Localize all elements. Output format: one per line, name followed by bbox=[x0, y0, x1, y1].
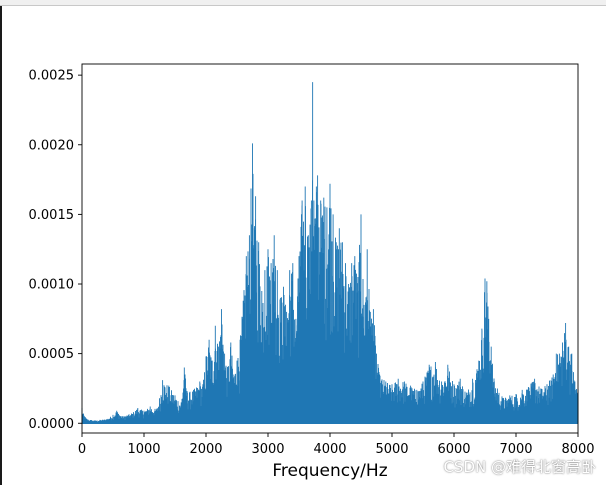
y-tick-label: 0.0025 bbox=[29, 69, 75, 84]
y-tick-label: 0.0010 bbox=[29, 278, 75, 293]
y-tick-label: 0.0015 bbox=[29, 208, 75, 223]
csdn-watermark: CSDN @难得北窗高卧 bbox=[443, 458, 596, 476]
x-tick-label: 2000 bbox=[189, 442, 222, 457]
x-tick-label: 5000 bbox=[375, 442, 408, 457]
x-tick-label: 3000 bbox=[251, 442, 284, 457]
x-tick-label: 8000 bbox=[561, 442, 594, 457]
x-tick-label: 6000 bbox=[437, 442, 470, 457]
y-tick-label: 0.0020 bbox=[29, 138, 75, 153]
x-tick-label: 0 bbox=[78, 442, 86, 457]
y-tick-label: 0.0000 bbox=[29, 417, 75, 432]
window-left-border bbox=[0, 6, 2, 485]
y-axis-ticks: 0.0000 0.0005 0.0010 0.0015 0.0020 0.0025 bbox=[29, 69, 82, 432]
spectrum-line bbox=[81, 82, 579, 424]
x-tick-label: 4000 bbox=[313, 442, 346, 457]
x-tick-label: 7000 bbox=[499, 442, 532, 457]
x-axis-ticks: 0 1000 2000 3000 4000 5000 6000 7000 8000 bbox=[78, 433, 595, 457]
window-title-bar bbox=[0, 0, 606, 6]
spectrum-series bbox=[81, 82, 579, 425]
y-tick-label: 0.0005 bbox=[29, 347, 75, 362]
x-axis-label: Frequency/Hz bbox=[272, 461, 387, 481]
x-tick-label: 1000 bbox=[127, 442, 160, 457]
